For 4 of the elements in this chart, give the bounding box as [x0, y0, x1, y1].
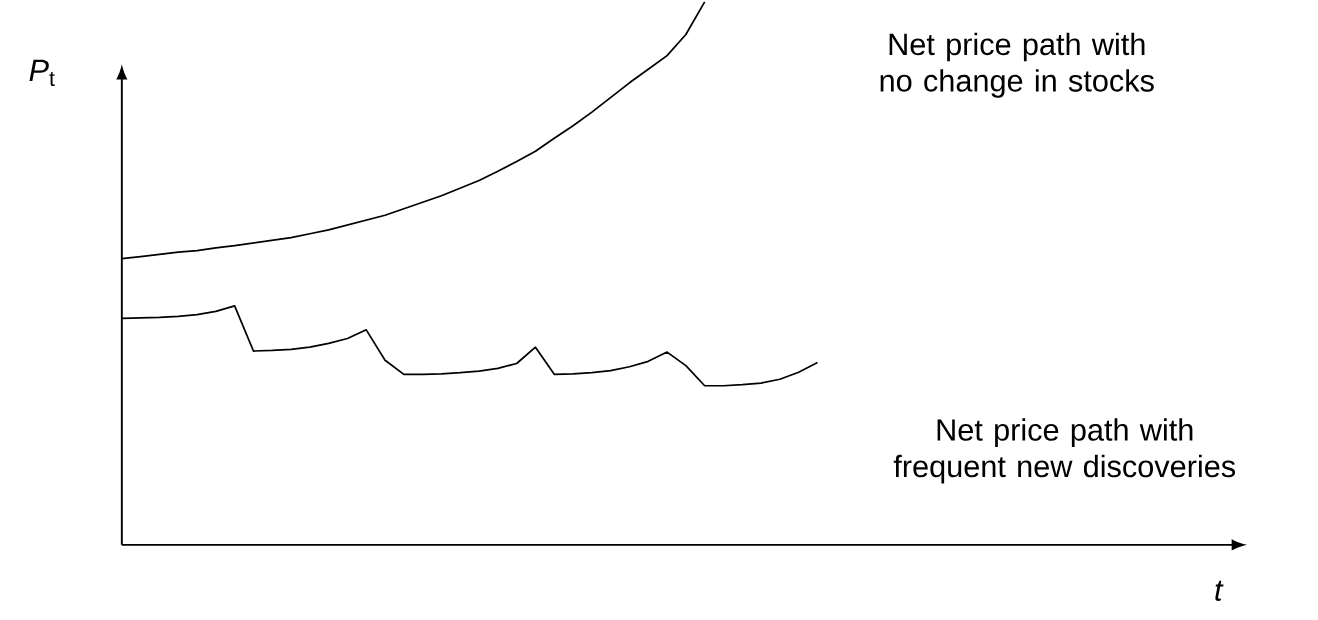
text: Net price path with no change in stocks: [880, 32, 1154, 98]
text: Net price path with frequent new discoveries: [893, 418, 1236, 484]
text: t: [1215, 580, 1224, 602]
y-axis-title: P$_{t}$: [29, 59, 55, 87]
